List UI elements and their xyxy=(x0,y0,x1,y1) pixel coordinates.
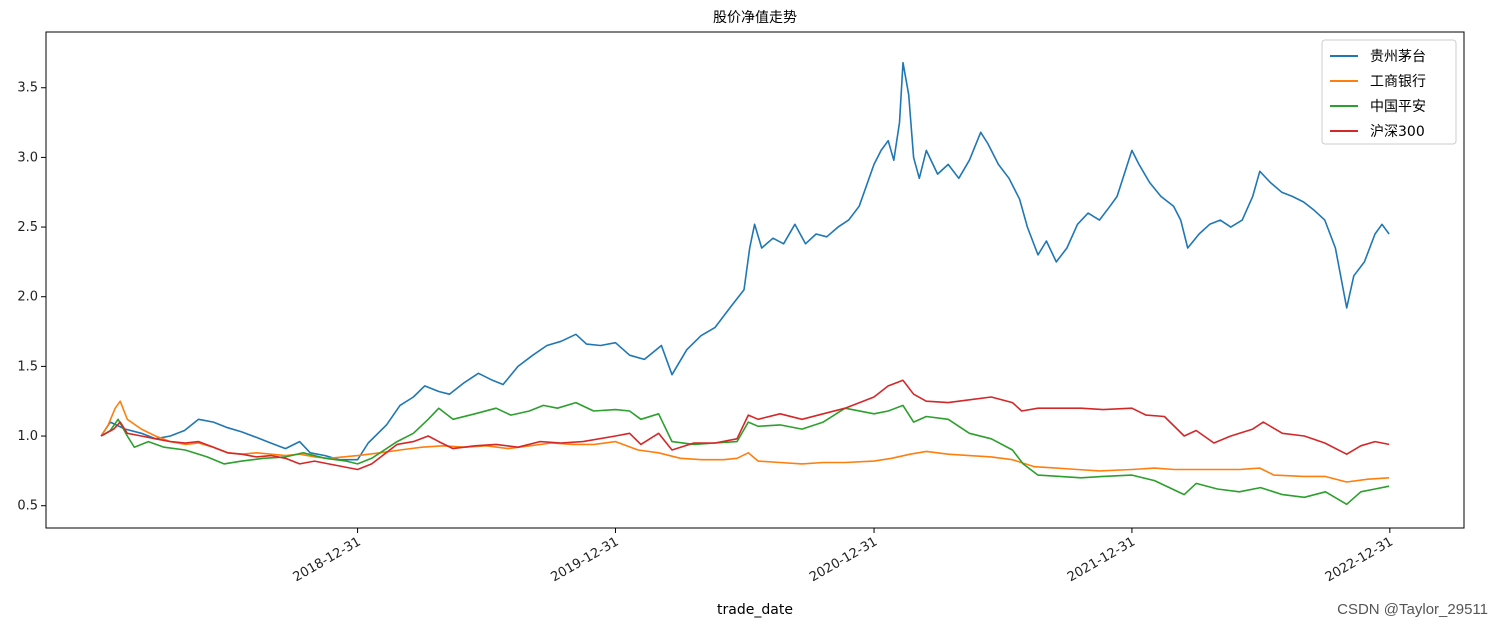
legend-label: 沪深300 xyxy=(1370,124,1425,140)
x-axis: 2018-12-31 2019-12-31 2020-12-31 2021-12-31… xyxy=(291,528,1396,585)
watermark: CSDN @Taylor_29511 xyxy=(1337,601,1488,618)
y-tick-label: 0.5 xyxy=(17,499,38,514)
y-tick-label: 1.5 xyxy=(17,359,38,374)
x-tick-label: 2019-12-31 xyxy=(549,534,622,585)
y-tick-label: 3.0 xyxy=(17,150,38,165)
series-line-0 xyxy=(100,61,1390,461)
x-axis-label: trade_date xyxy=(717,602,793,618)
series-line-3 xyxy=(100,379,1390,471)
y-tick-label: 3.5 xyxy=(17,81,38,96)
y-tick-label: 1.0 xyxy=(17,429,38,444)
x-tick-label: 2021-12-31 xyxy=(1065,534,1138,585)
x-tick-label: 2018-12-31 xyxy=(291,534,364,585)
legend-label: 工商银行 xyxy=(1370,74,1426,90)
legend-label: 中国平安 xyxy=(1370,99,1426,115)
x-tick-label: 2022-12-31 xyxy=(1323,534,1396,585)
y-axis: 0.5 1.0 1.5 2.0 2.5 3.0 3.5 xyxy=(17,81,46,514)
chart-title: 股价净值走势 xyxy=(713,10,797,26)
legend-label: 贵州茅台 xyxy=(1370,49,1426,65)
y-tick-label: 2.0 xyxy=(17,290,38,305)
legend-box xyxy=(1321,39,1457,145)
series-line-2 xyxy=(100,401,1390,506)
x-tick-label: 2020-12-31 xyxy=(807,534,880,585)
y-tick-label: 2.5 xyxy=(17,220,38,235)
series-lines xyxy=(100,61,1390,506)
plot-area xyxy=(45,31,1465,529)
